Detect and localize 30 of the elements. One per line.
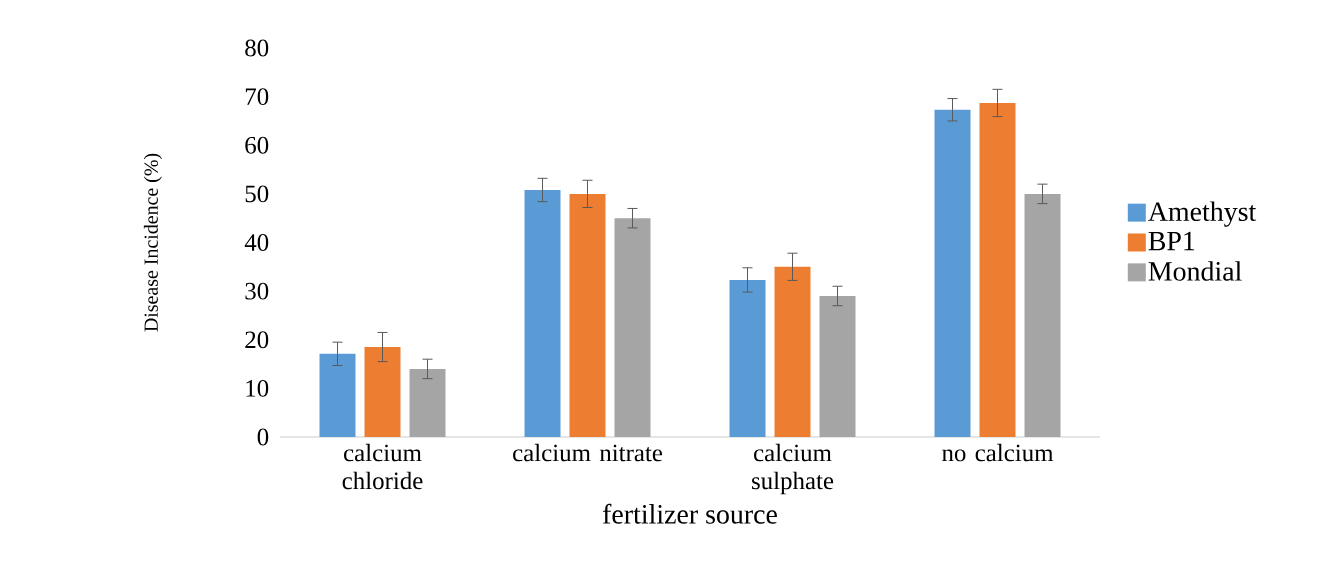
- y-tick-label: 40: [244, 234, 269, 251]
- y-tick-label: 70: [245, 88, 269, 106]
- legend-label: Amethyst: [1148, 201, 1257, 227]
- x-tick-label: calcium nitrate: [513, 443, 663, 462]
- bar: [979, 102, 1016, 437]
- x-axis-title: fertilizer source: [602, 503, 777, 524]
- bar: [819, 295, 856, 437]
- bar: [364, 347, 401, 437]
- bar: [774, 266, 811, 437]
- bar: [614, 218, 651, 437]
- y-tick-label: 20: [245, 331, 269, 349]
- bar: [569, 193, 606, 437]
- legend-label: Mondial: [1148, 261, 1242, 281]
- bar: [1024, 193, 1061, 437]
- y-tick-label: 50: [245, 185, 269, 203]
- bar: [319, 353, 356, 437]
- y-axis-title: Disease Incidence (%): [143, 153, 162, 332]
- bar: [409, 368, 446, 437]
- x-tick-label: calcium sulphate: [752, 443, 834, 495]
- x-tick-label: no calcium: [942, 443, 1054, 462]
- y-tick-label: 60: [245, 136, 269, 154]
- x-tick-label: calcium chloride: [342, 443, 423, 490]
- bar: [934, 109, 971, 437]
- y-tick-label: 30: [245, 282, 269, 300]
- bar: [524, 189, 561, 437]
- legend-label: BP1: [1148, 231, 1195, 251]
- y-tick-label: 10: [246, 379, 269, 397]
- bar: [729, 279, 766, 437]
- y-tick-label: 0: [257, 428, 269, 446]
- y-tick-label: 80: [245, 39, 269, 57]
